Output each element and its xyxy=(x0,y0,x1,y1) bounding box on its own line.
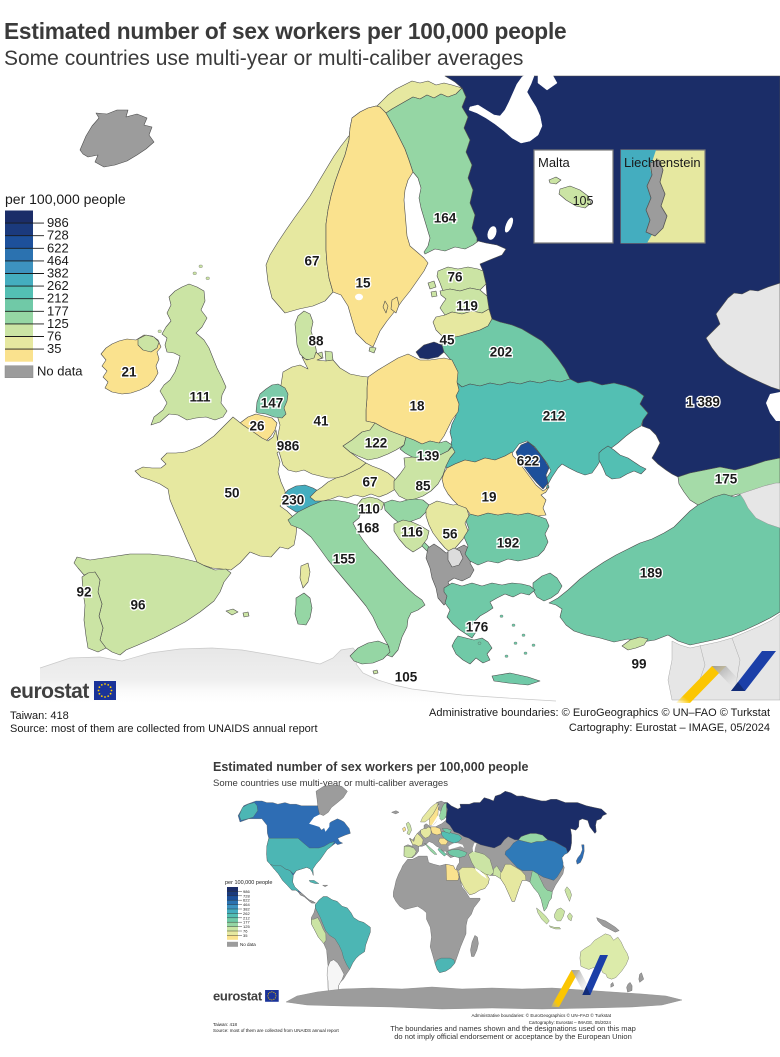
svg-text:35: 35 xyxy=(47,341,61,356)
svg-text:76: 76 xyxy=(47,329,61,344)
svg-text:The boundaries and names shown: The boundaries and names shown and the d… xyxy=(390,1024,636,1033)
svg-text:21: 21 xyxy=(121,365,137,380)
svg-text:50: 50 xyxy=(224,486,239,501)
svg-text:eurostat: eurostat xyxy=(10,680,89,703)
svg-text:45: 45 xyxy=(439,333,455,348)
svg-text:192: 192 xyxy=(497,536,520,551)
svg-text:164: 164 xyxy=(434,211,457,226)
svg-text:Taiwan: 418: Taiwan: 418 xyxy=(10,710,69,722)
svg-text:35: 35 xyxy=(243,933,248,938)
svg-text:728: 728 xyxy=(47,228,69,243)
svg-text:122: 122 xyxy=(365,436,388,451)
svg-text:96: 96 xyxy=(130,598,146,613)
svg-text:464: 464 xyxy=(243,902,250,907)
svg-text:Some countries use multi-year: Some countries use multi-year or multi-c… xyxy=(213,778,448,789)
svg-text:202: 202 xyxy=(490,345,513,360)
svg-text:41: 41 xyxy=(313,414,329,429)
svg-text:Administrative boundaries: © E: Administrative boundaries: © EuroGeograp… xyxy=(471,1012,611,1018)
svg-text:15: 15 xyxy=(355,276,371,291)
svg-text:Malta: Malta xyxy=(538,155,571,170)
svg-text:Source: most of them are colle: Source: most of them are collected from … xyxy=(10,723,318,735)
svg-text:168: 168 xyxy=(357,521,380,536)
svg-text:155: 155 xyxy=(333,552,356,567)
svg-text:No data: No data xyxy=(37,364,83,379)
svg-text:19: 19 xyxy=(481,490,496,505)
svg-text:728: 728 xyxy=(243,893,250,898)
svg-text:Estimated number of sex worker: Estimated number of sex workers per 100,… xyxy=(213,760,528,774)
svg-text:262: 262 xyxy=(243,911,250,916)
svg-text:Estimated number of sex worker: Estimated number of sex workers per 100,… xyxy=(4,18,566,44)
svg-text:76: 76 xyxy=(447,270,463,285)
svg-text:No data: No data xyxy=(240,942,256,947)
svg-text:177: 177 xyxy=(243,920,250,925)
svg-text:382: 382 xyxy=(243,907,250,912)
svg-text:per 100,000 people: per 100,000 people xyxy=(225,880,272,886)
svg-text:105: 105 xyxy=(395,670,418,685)
svg-text:56: 56 xyxy=(442,527,458,542)
svg-text:per 100,000 people: per 100,000 people xyxy=(5,191,126,207)
svg-text:139: 139 xyxy=(417,449,440,464)
svg-text:986: 986 xyxy=(47,215,69,230)
svg-text:110: 110 xyxy=(358,502,380,517)
svg-text:85: 85 xyxy=(415,479,431,494)
svg-text:Administrative boundaries: © E: Administrative boundaries: © EuroGeograp… xyxy=(429,707,770,719)
svg-text:88: 88 xyxy=(308,334,324,349)
svg-text:105: 105 xyxy=(573,194,594,208)
svg-text:99: 99 xyxy=(631,657,646,672)
svg-text:92: 92 xyxy=(76,585,91,600)
svg-text:111: 111 xyxy=(189,390,211,405)
svg-text:eurostat: eurostat xyxy=(213,989,263,1004)
svg-text:26: 26 xyxy=(249,419,265,434)
svg-text:262: 262 xyxy=(47,278,69,293)
svg-text:76: 76 xyxy=(243,929,248,934)
svg-text:1 389: 1 389 xyxy=(686,395,720,410)
svg-text:986: 986 xyxy=(277,439,300,454)
svg-text:230: 230 xyxy=(282,493,305,508)
svg-text:Cartography: Eurostat – IMAGE,: Cartography: Eurostat – IMAGE, 05/2024 xyxy=(569,722,770,734)
svg-text:212: 212 xyxy=(543,409,566,424)
svg-text:119: 119 xyxy=(456,299,478,314)
svg-text:622: 622 xyxy=(517,454,540,469)
svg-text:18: 18 xyxy=(409,399,425,414)
svg-text:176: 176 xyxy=(466,620,489,635)
svg-text:Some countries use multi-year: Some countries use multi-year or multi-c… xyxy=(4,47,523,70)
svg-text:986: 986 xyxy=(243,889,250,894)
svg-text:212: 212 xyxy=(243,915,250,920)
svg-text:do not imply official endorsem: do not imply official endorsement or acc… xyxy=(394,1032,632,1041)
svg-text:177: 177 xyxy=(47,303,69,318)
svg-text:125: 125 xyxy=(47,316,69,331)
svg-text:147: 147 xyxy=(261,396,284,411)
svg-text:212: 212 xyxy=(47,291,69,306)
svg-text:382: 382 xyxy=(47,266,69,281)
svg-text:Liechtenstein: Liechtenstein xyxy=(624,155,701,170)
svg-text:Cartography: Eurostat – IMAGE,: Cartography: Eurostat – IMAGE, 05/2024 xyxy=(529,1020,612,1025)
svg-text:622: 622 xyxy=(47,240,69,255)
svg-text:116: 116 xyxy=(401,525,423,540)
svg-text:67: 67 xyxy=(362,475,377,490)
svg-text:125: 125 xyxy=(243,924,250,929)
svg-text:189: 189 xyxy=(640,566,663,581)
svg-text:Taiwan: 418: Taiwan: 418 xyxy=(213,1022,238,1027)
svg-text:Source: most of them are colle: Source: most of them are collected from … xyxy=(213,1028,340,1033)
svg-text:622: 622 xyxy=(243,898,250,903)
svg-text:175: 175 xyxy=(715,472,738,487)
svg-text:67: 67 xyxy=(304,254,319,269)
svg-text:464: 464 xyxy=(47,253,69,268)
